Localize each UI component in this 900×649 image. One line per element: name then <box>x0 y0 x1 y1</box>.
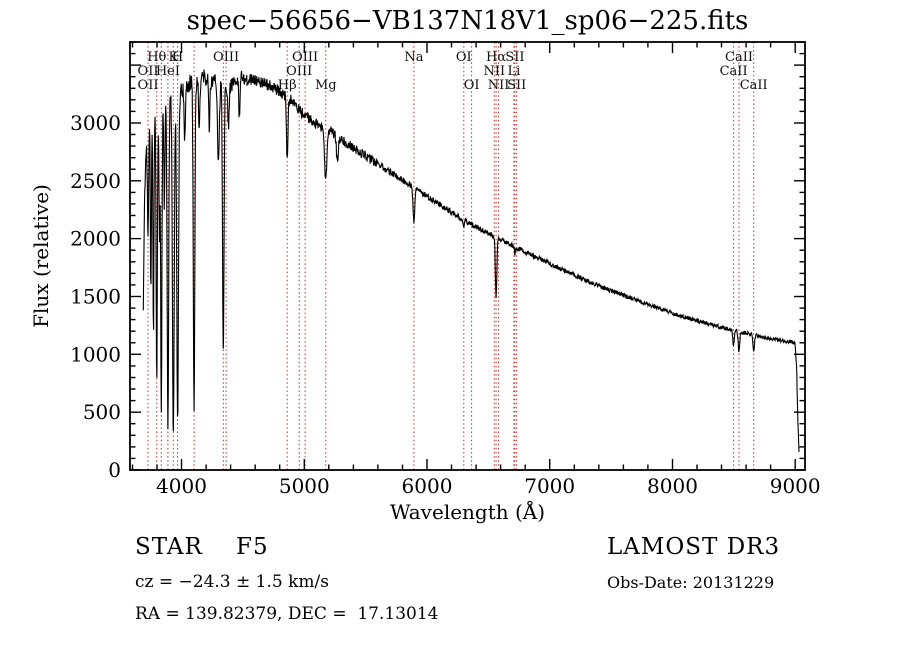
x-tick-label: 8000 <box>647 474 698 498</box>
y-axis-label: Flux (relative) <box>29 184 53 328</box>
marker-label: Hθ <box>147 50 166 65</box>
marker-label: SII <box>505 50 524 65</box>
axis-ticks <box>130 41 805 471</box>
y-tick-label: 1000 <box>70 342 121 366</box>
marker-label: Na <box>404 50 423 65</box>
plot-frame <box>129 41 806 471</box>
marker-label: Hβ <box>278 78 297 93</box>
marker-label: OII <box>138 64 159 79</box>
obs-date-text: Obs-Date: 20131229 <box>607 573 775 592</box>
y-tick-labels: 0 500 1000 1500 2000 2500 3000 <box>70 111 121 482</box>
marker-label: OI <box>456 50 472 65</box>
y-tick-label: 2000 <box>70 227 121 251</box>
marker-label: H <box>172 50 183 65</box>
x-axis-label: Wavelength (Å) <box>390 499 545 524</box>
y-tick-label: 500 <box>83 400 121 424</box>
cz-velocity-text: cz = −24.3 ± 1.5 km/s <box>135 572 329 592</box>
x-tick-label: 6000 <box>402 474 453 498</box>
y-tick-label: 0 <box>108 458 121 482</box>
y-tick-label: 3000 <box>70 111 121 135</box>
plot-title: spec−56656−VB137N18V1_sp06−225.fits <box>186 6 749 36</box>
spectral-marker-lines <box>147 42 755 470</box>
marker-label: Li <box>508 64 521 79</box>
marker-label: Hα <box>486 50 506 65</box>
marker-label: OI <box>464 78 480 93</box>
x-tick-label: 9000 <box>770 474 821 498</box>
marker-label: SII <box>507 78 526 93</box>
marker-label: NII <box>488 78 510 93</box>
marker-label: CaII <box>740 78 768 93</box>
survey-release-text: LAMOST DR3 <box>607 534 781 560</box>
marker-label: OII <box>138 78 159 93</box>
marker-label: NII <box>483 64 505 79</box>
ra-dec-text: RA = 139.82379, DEC = 17.13014 <box>135 604 439 624</box>
y-tick-label: 2500 <box>70 169 121 193</box>
x-tick-label: 4000 <box>156 474 207 498</box>
x-tick-label: 5000 <box>279 474 330 498</box>
marker-label: HeI <box>156 64 180 79</box>
object-class-text: STAR F5 <box>135 534 269 560</box>
x-tick-label: 7000 <box>524 474 575 498</box>
marker-label: K <box>168 50 178 65</box>
marker-label: OIII <box>292 50 318 65</box>
marker-label: CaII <box>720 64 748 79</box>
marker-label: OIII <box>213 50 239 65</box>
spectrum-line <box>142 69 800 453</box>
x-tick-labels: 4000 5000 6000 7000 8000 9000 <box>156 474 821 498</box>
marker-label: Mg <box>315 78 337 93</box>
marker-label: CaII <box>725 50 753 65</box>
marker-label: OIII <box>286 64 312 79</box>
y-tick-label: 1500 <box>70 285 121 309</box>
